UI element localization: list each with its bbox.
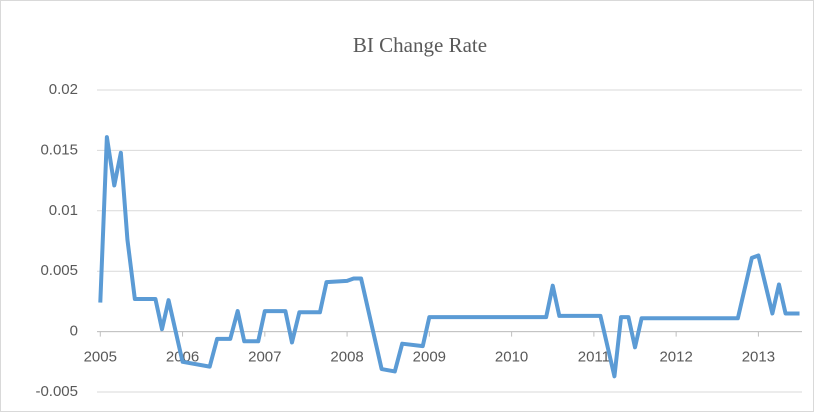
y-tick-label: 0.01	[49, 202, 78, 219]
x-tick-label: 2009	[413, 349, 446, 366]
y-tick-label: -0.005	[35, 383, 78, 400]
x-tick-label: 2012	[659, 349, 692, 366]
x-tick-label: 2007	[248, 349, 281, 366]
x-tick-label: 2011	[578, 349, 610, 366]
y-tick-label: 0.015	[40, 141, 78, 158]
x-tick-label: 2005	[84, 349, 117, 366]
y-tick-label: 0	[70, 323, 78, 340]
chart-title: BI Change Rate	[353, 33, 487, 57]
y-tick-label: 0.005	[40, 262, 78, 279]
series-line	[98, 135, 800, 379]
x-tick-label: 2010	[495, 349, 528, 366]
x-tick-label: 2008	[330, 349, 363, 366]
y-tick-label: 0.02	[49, 81, 78, 98]
x-tick-label: 2013	[742, 349, 775, 366]
